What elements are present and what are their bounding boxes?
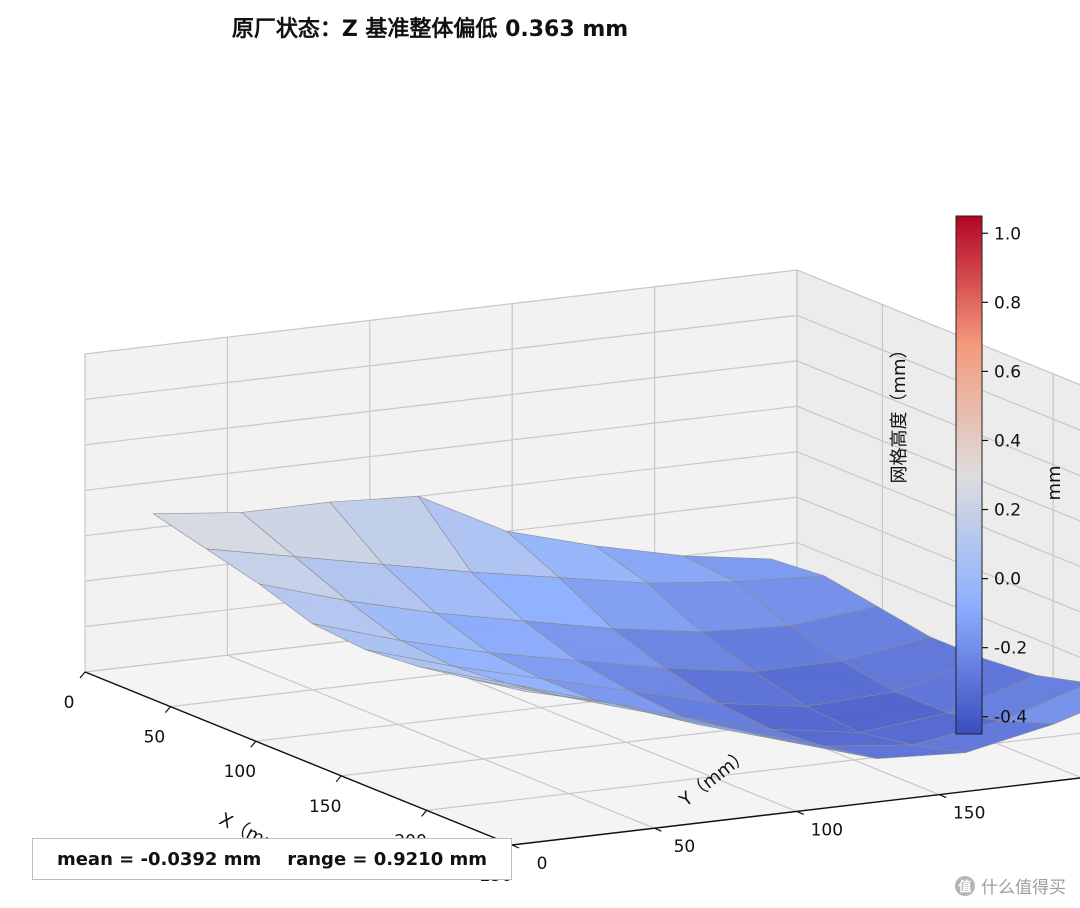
- colorbar-tick-labels: -0.4 -0.2 0.0 0.2 0.4 0.6 0.8 1.0: [982, 224, 1027, 728]
- y-axis-line: [511, 777, 1080, 846]
- x-tick-label: 50: [144, 728, 166, 748]
- x-tick-label: 150: [309, 797, 341, 817]
- x-tick-label: 100: [224, 762, 256, 782]
- x-axis-line: [84, 671, 513, 846]
- colorbar-tick-label: -0.2: [994, 639, 1027, 659]
- watermark-icon: 值: [955, 875, 975, 896]
- colorbar-tick-label: 0.4: [994, 431, 1021, 451]
- gridline-z: [84, 314, 1080, 431]
- y-tick-label: 100: [811, 820, 843, 840]
- colorbar: -0.4 -0.2 0.0 0.2 0.4 0.6 0.8 1.0 mm: [955, 215, 1065, 735]
- x-tick-mark: [164, 706, 171, 713]
- colorbar-gradient: [955, 215, 983, 735]
- colorbar-tick-label: 0.8: [994, 293, 1021, 313]
- z-axis-label: 网格高度（mm）: [889, 340, 910, 483]
- y-tick-label: 150: [953, 804, 985, 824]
- gridline-z: [84, 360, 1080, 477]
- y-tick-labels: 050100150200250: [511, 794, 985, 874]
- x-tick-mark: [421, 810, 428, 817]
- x-tick-mark: [250, 740, 257, 748]
- y-tick-mark: [796, 810, 805, 815]
- y-tick-label: 50: [674, 837, 696, 857]
- y-tick-label: 0: [537, 854, 548, 874]
- axis-lines: [84, 671, 1080, 846]
- colorbar-tick-label: 0.2: [994, 501, 1021, 521]
- y-tick-mark: [654, 827, 662, 832]
- surface-face: [470, 678, 613, 704]
- range-value: range = 0.9210 mm: [287, 848, 488, 870]
- gridline-x: [426, 732, 1080, 811]
- chart-title: 原厂状态：Z 基准整体偏低 0.363 mm: [232, 16, 628, 42]
- y-tick-mark: [938, 794, 947, 799]
- colorbar-tick-label: 1.0: [994, 224, 1021, 244]
- gridline-z: [84, 269, 1080, 386]
- watermark: 值 什么值得买: [955, 873, 1066, 898]
- mean-value: mean = -0.0392 mm: [56, 848, 262, 870]
- y-tick-mark: [511, 844, 520, 849]
- x-tick-mark: [79, 671, 86, 679]
- watermark-text: 什么值得买: [981, 878, 1066, 898]
- stats-box: mean = -0.0392 mm range = 0.9210 mm: [32, 838, 512, 880]
- colorbar-label: mm: [1044, 465, 1065, 500]
- colorbar-tick-label: -0.4: [994, 708, 1027, 728]
- colorbar-tick-label: 0.6: [994, 362, 1021, 382]
- x-tick-label: 0: [64, 693, 75, 713]
- gridline-z: [84, 405, 1080, 522]
- x-tick-mark: [335, 775, 342, 783]
- colorbar-tick-label: 0.0: [994, 570, 1021, 590]
- surface-mesh: [152, 495, 1080, 759]
